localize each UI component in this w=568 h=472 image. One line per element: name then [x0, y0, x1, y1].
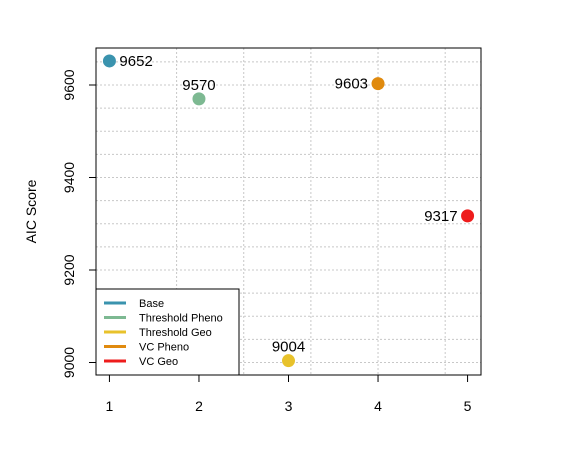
y-tick-label: 9000: [61, 347, 77, 378]
data-points: 9652 9570 9004 9603 9317: [102, 53, 475, 368]
data-label: 9603: [335, 76, 368, 93]
data-label: 9317: [424, 208, 457, 225]
y-tick-label: 9400: [61, 162, 77, 193]
data-label: 9570: [182, 77, 215, 94]
data-point: [461, 209, 475, 223]
x-tick-label: 1: [106, 398, 114, 414]
y-tick-label: 9200: [61, 254, 77, 285]
legend: Base Threshold Pheno Threshold Geo VC Pheno…: [95, 288, 240, 376]
legend-label: Threshold Geo: [139, 327, 212, 339]
data-label: 9004: [272, 339, 305, 356]
legend-label: Threshold Pheno: [139, 313, 223, 325]
data-point: [371, 77, 385, 91]
y-tick-label: 9600: [61, 69, 77, 100]
legend-label: VC Pheno: [139, 342, 189, 354]
x-tick-label: 3: [285, 398, 293, 414]
x-tick-label: 4: [374, 398, 382, 414]
data-point: [102, 54, 116, 68]
data-label: 9652: [119, 53, 152, 70]
data-point: [282, 354, 295, 368]
x-tick-label: 5: [464, 398, 472, 414]
legend-label: VC Geo: [139, 356, 178, 368]
y-axis-title: AIC Score: [23, 179, 39, 243]
legend-label: Base: [139, 298, 164, 310]
x-tick-label: 2: [195, 398, 203, 414]
data-point: [192, 92, 206, 106]
